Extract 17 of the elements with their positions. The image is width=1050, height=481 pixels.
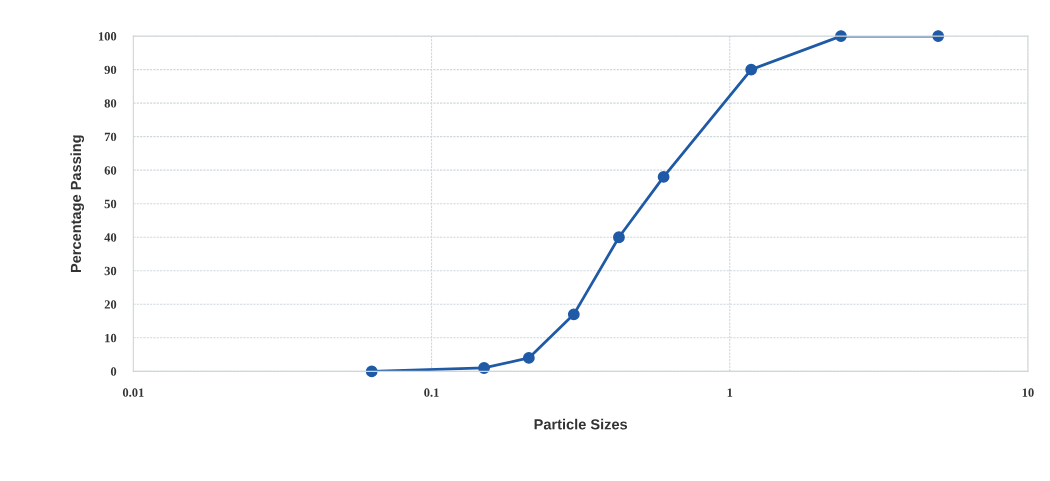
y-axis-title: Percentage Passing (70, 135, 85, 273)
y-tick-label: 60 (104, 166, 117, 175)
y-tick-label: 100 (98, 32, 117, 41)
y-tick-label: 40 (104, 233, 117, 242)
y-tick-label: 50 (104, 199, 117, 209)
y-tick-label: 70 (104, 132, 117, 142)
y-tick-label: 80 (104, 99, 117, 108)
y-tick-label: 90 (104, 65, 117, 75)
x-tick-label: 1 (727, 388, 733, 397)
y-tick-label: 10 (105, 333, 117, 343)
x-tick-label: 0.01 (122, 388, 144, 397)
y-tick-label: 20 (104, 300, 117, 309)
y-tick-label: 30 (104, 266, 117, 276)
x-axis-title: Particle Sizes (534, 418, 628, 430)
x-tick-label: 0.1 (424, 388, 439, 397)
x-tick-label: 10 (1022, 388, 1034, 397)
y-tick-label: 0 (110, 367, 117, 376)
